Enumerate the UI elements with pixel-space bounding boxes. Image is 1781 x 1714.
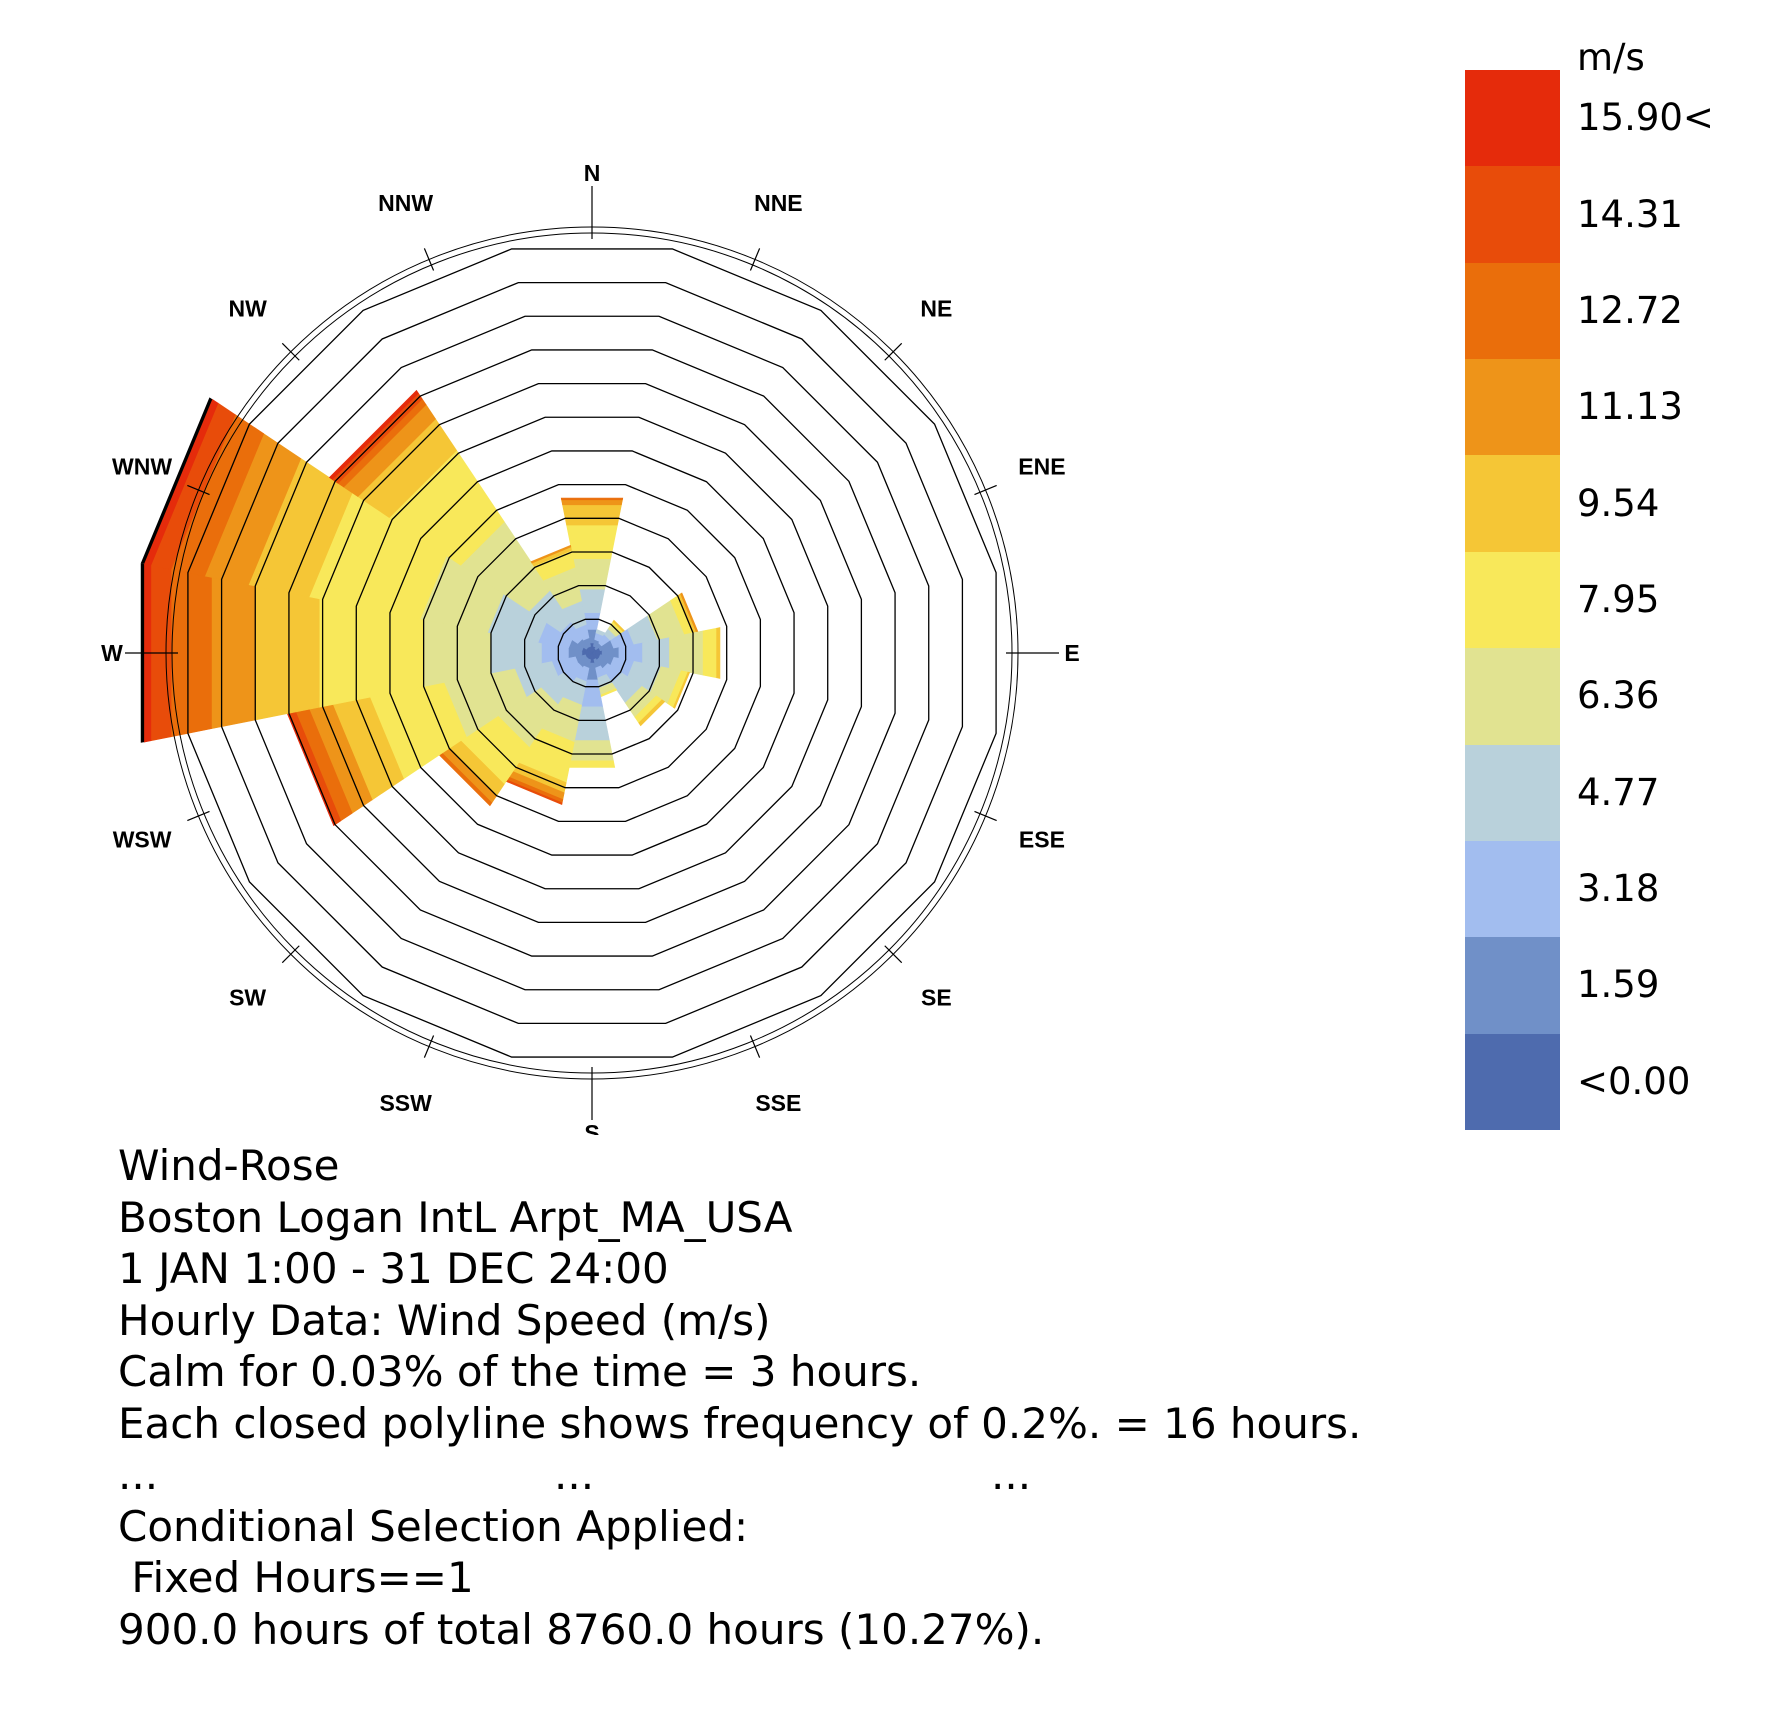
tick-nnw [423, 248, 435, 271]
data-type: Hourly Data: Wind Speed (m/s) [118, 1295, 771, 1345]
legend-label-6: 6.36 [1577, 674, 1660, 718]
legend-swatch-1 [1465, 166, 1560, 264]
legend-label-3: 11.13 [1577, 385, 1683, 429]
legend-swatch-8 [1465, 840, 1560, 938]
bar-segment-n-8 [560, 497, 624, 501]
frequency-ring-11 [220, 281, 964, 1025]
info-block: Wind-Rose Boston Logan IntL Arpt_MA_USA … [118, 1140, 1361, 1655]
direction-label-se: SE [921, 984, 952, 1010]
frequency-ring-2 [524, 585, 660, 721]
frequency-ring-9 [288, 349, 896, 957]
conditional-selection: Conditional Selection Applied: [118, 1501, 749, 1551]
legend-label-8: 3.18 [1577, 867, 1660, 911]
bar-segment-w-6 [254, 585, 320, 721]
legend-swatch-6 [1465, 648, 1560, 746]
legend-swatch-7 [1465, 744, 1560, 842]
bar-segment-n-6 [562, 504, 622, 526]
direction-label-ssw: SSW [379, 1090, 432, 1116]
legend-label-10: <0.00 [1577, 1059, 1691, 1103]
frequency-ring-8 [321, 382, 863, 924]
bar-segment-n-5 [566, 524, 618, 560]
legend-unit: m/s [1577, 36, 1645, 79]
legend-label-0: 15.90< [1577, 96, 1714, 140]
ellipsis-row: ... ... ... [118, 1449, 1361, 1501]
frequency-ring-12 [187, 248, 997, 1058]
tick-ese [974, 810, 997, 822]
polyline-info: Each closed polyline shows frequency of … [118, 1398, 1362, 1448]
bar-segment-n-7 [561, 499, 623, 506]
legend-swatch-10 [1465, 1033, 1560, 1131]
frequency-ring-7 [355, 416, 829, 890]
direction-label-wnw: WNW [112, 454, 172, 480]
wind-rose-axes [125, 186, 1059, 1120]
direction-label-e: E [1064, 640, 1079, 666]
tick-ssw [423, 1035, 435, 1058]
wind-rose-chart: N NNE NE ENE E ESE SE SSE S SSW SW WSW W WNW NW NNW [101, 160, 1080, 1135]
direction-label-ese: ESE [1019, 826, 1065, 852]
station-name: Boston Logan IntL Arpt_MA_USA [118, 1192, 793, 1242]
hours-total: 900.0 hours of total 8760.0 hours (10.27… [118, 1604, 1045, 1654]
tick-nne [749, 248, 761, 271]
direction-label-nw: NW [228, 296, 267, 322]
bar-segment-nnw-7 [530, 544, 572, 564]
legend-label-7: 4.77 [1577, 770, 1660, 814]
bar-segment-w-7 [211, 576, 256, 730]
tick-ne [884, 342, 903, 361]
legend-swatch-3 [1465, 359, 1560, 456]
date-range: 1 JAN 1:00 - 31 DEC 24:00 [118, 1244, 669, 1293]
legend-colorbar: 15.90< 14.31 12.72 11.13 9.54 7.95 6.36 4.77 3.1… [1465, 70, 1714, 1131]
bar-segment-n-4 [572, 558, 612, 590]
direction-label-s: S [584, 1120, 599, 1135]
direction-label-nne: NNE [754, 190, 803, 216]
bar-segment-s-4 [570, 740, 614, 762]
bar-segment-e-6 [716, 627, 721, 679]
chart-title: Wind-Rose [118, 1141, 340, 1190]
legend-swatch-2 [1465, 262, 1560, 360]
tick-se [884, 945, 903, 964]
frequency-ring-1 [557, 618, 627, 688]
bar-segment-e-5 [702, 627, 717, 679]
direction-label-nnw: NNW [378, 190, 433, 216]
legend-label-4: 9.54 [1577, 481, 1660, 525]
bar-segment-nw-10 [328, 389, 419, 480]
tick-wsw [187, 810, 210, 822]
tick-wnw [187, 484, 210, 496]
calm-info: Calm for 0.03% of the time = 3 hours. [118, 1347, 922, 1396]
direction-label-ne: NE [920, 296, 952, 322]
legend-swatch-0 [1465, 70, 1560, 167]
frequency-ring-6 [389, 450, 795, 856]
legend-label-9: 1.59 [1577, 963, 1660, 1007]
frequency-ring-3 [490, 551, 694, 755]
direction-label-n: N [584, 160, 601, 186]
ellipsis-3: ... [991, 1450, 1032, 1499]
legend-swatch-5 [1465, 551, 1560, 649]
legend-swatch-4 [1465, 455, 1560, 553]
frequency-ring-10 [254, 315, 930, 991]
legend-swatch-9 [1465, 937, 1560, 1035]
fixed-hours: Fixed Hours==1 [118, 1553, 474, 1602]
legend-label-1: 14.31 [1577, 192, 1683, 236]
ellipsis-2: ... [554, 1450, 595, 1499]
legend-label-5: 7.95 [1577, 578, 1660, 621]
tick-sse [749, 1035, 761, 1058]
direction-label-wsw: WSW [113, 826, 172, 852]
direction-label-w: W [101, 640, 123, 666]
frequency-ring-4 [456, 517, 728, 789]
tick-ene [974, 484, 997, 496]
bar-segment-ese-6 [672, 671, 691, 709]
legend-label-2: 12.72 [1577, 288, 1683, 332]
direction-label-ene: ENE [1018, 454, 1065, 480]
bar-segment-se-6 [638, 699, 666, 727]
bar-segment-wnw-11 [140, 397, 213, 564]
wind-rose-direction-labels: N NNE NE ENE E ESE SE SSE S SSW SW WSW W WNW NW NNW [101, 160, 1080, 1135]
tick-nw [281, 342, 300, 361]
frequency-ring-5 [422, 483, 762, 823]
bar-segment-s-5 [568, 760, 616, 768]
bar-segment-e-4 [669, 630, 704, 676]
direction-label-sw: SW [229, 984, 266, 1010]
ellipsis-1: ... [118, 1450, 159, 1499]
direction-label-sse: SSE [755, 1090, 801, 1116]
tick-sw [281, 945, 300, 964]
wind-rose-bars [140, 389, 721, 827]
